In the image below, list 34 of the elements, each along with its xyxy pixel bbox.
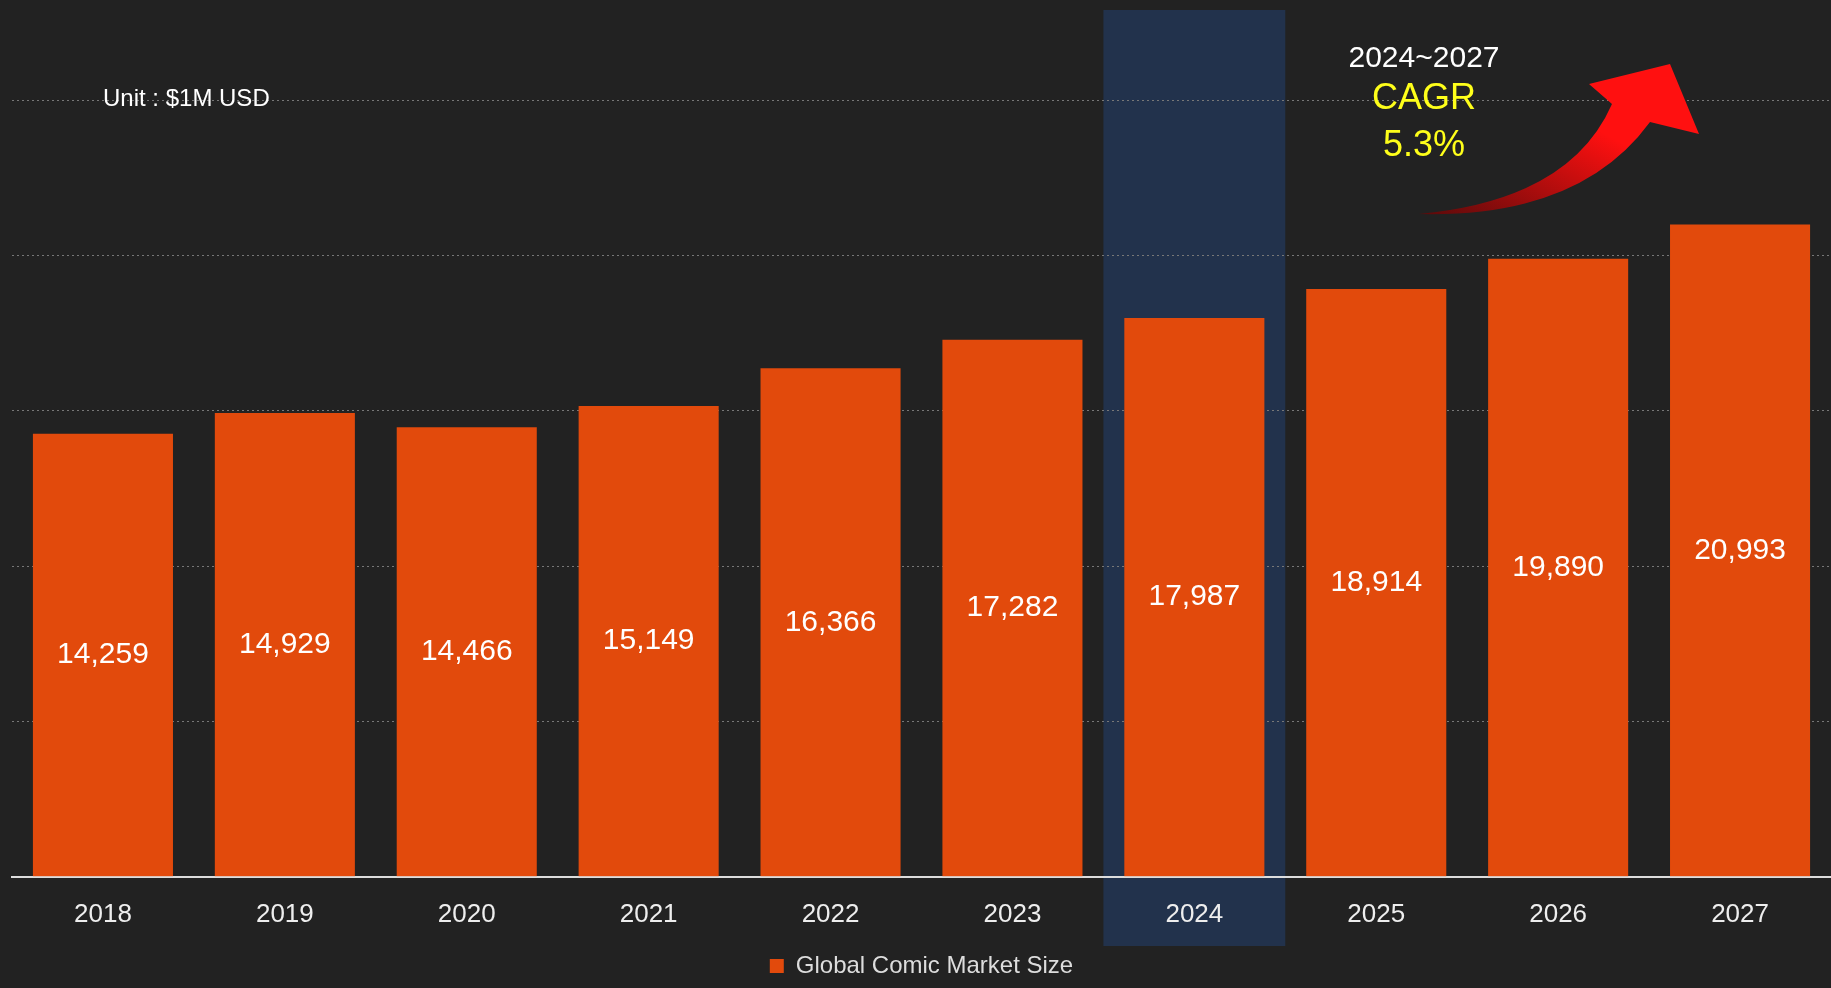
bar	[396, 427, 537, 877]
x-tick-label: 2024	[1165, 897, 1224, 928]
data-label: 17,987	[1148, 578, 1241, 612]
data-label: 14,466	[420, 633, 513, 667]
x-tick-label: 2025	[1347, 897, 1406, 928]
data-label: 14,929	[238, 625, 331, 659]
bar	[214, 412, 355, 877]
x-tick-label: 2020	[437, 897, 496, 928]
data-label: 17,282	[966, 589, 1059, 623]
text: 5.3%	[1382, 122, 1466, 164]
text: CAGR	[1371, 75, 1477, 117]
data-label: 20,993	[1694, 531, 1786, 565]
text: 2024~2027	[1348, 40, 1500, 74]
data-label: 16,366	[784, 603, 877, 637]
legend-label: Global Comic Market Size	[795, 950, 1074, 978]
text: Unit : $1M USD	[103, 83, 270, 111]
x-tick-label: 2027	[1711, 897, 1769, 928]
bar	[32, 433, 173, 877]
bar	[942, 339, 1083, 877]
x-tick-label: 2018	[74, 897, 132, 928]
bar	[760, 368, 901, 877]
bar	[578, 406, 719, 877]
x-tick-label: 2021	[619, 897, 678, 928]
data-label: 14,259	[57, 636, 149, 670]
bar	[1306, 289, 1447, 877]
x-tick-label: 2019	[255, 897, 314, 928]
x-tick-label: 2026	[1529, 897, 1588, 928]
bar	[1670, 224, 1811, 877]
data-label: 15,149	[602, 622, 695, 656]
x-tick-label: 2022	[801, 897, 860, 928]
data-label: 19,890	[1512, 548, 1605, 582]
data-label: 18,914	[1330, 563, 1423, 597]
bar	[1488, 258, 1629, 877]
x-tick-label: 2023	[983, 897, 1042, 928]
